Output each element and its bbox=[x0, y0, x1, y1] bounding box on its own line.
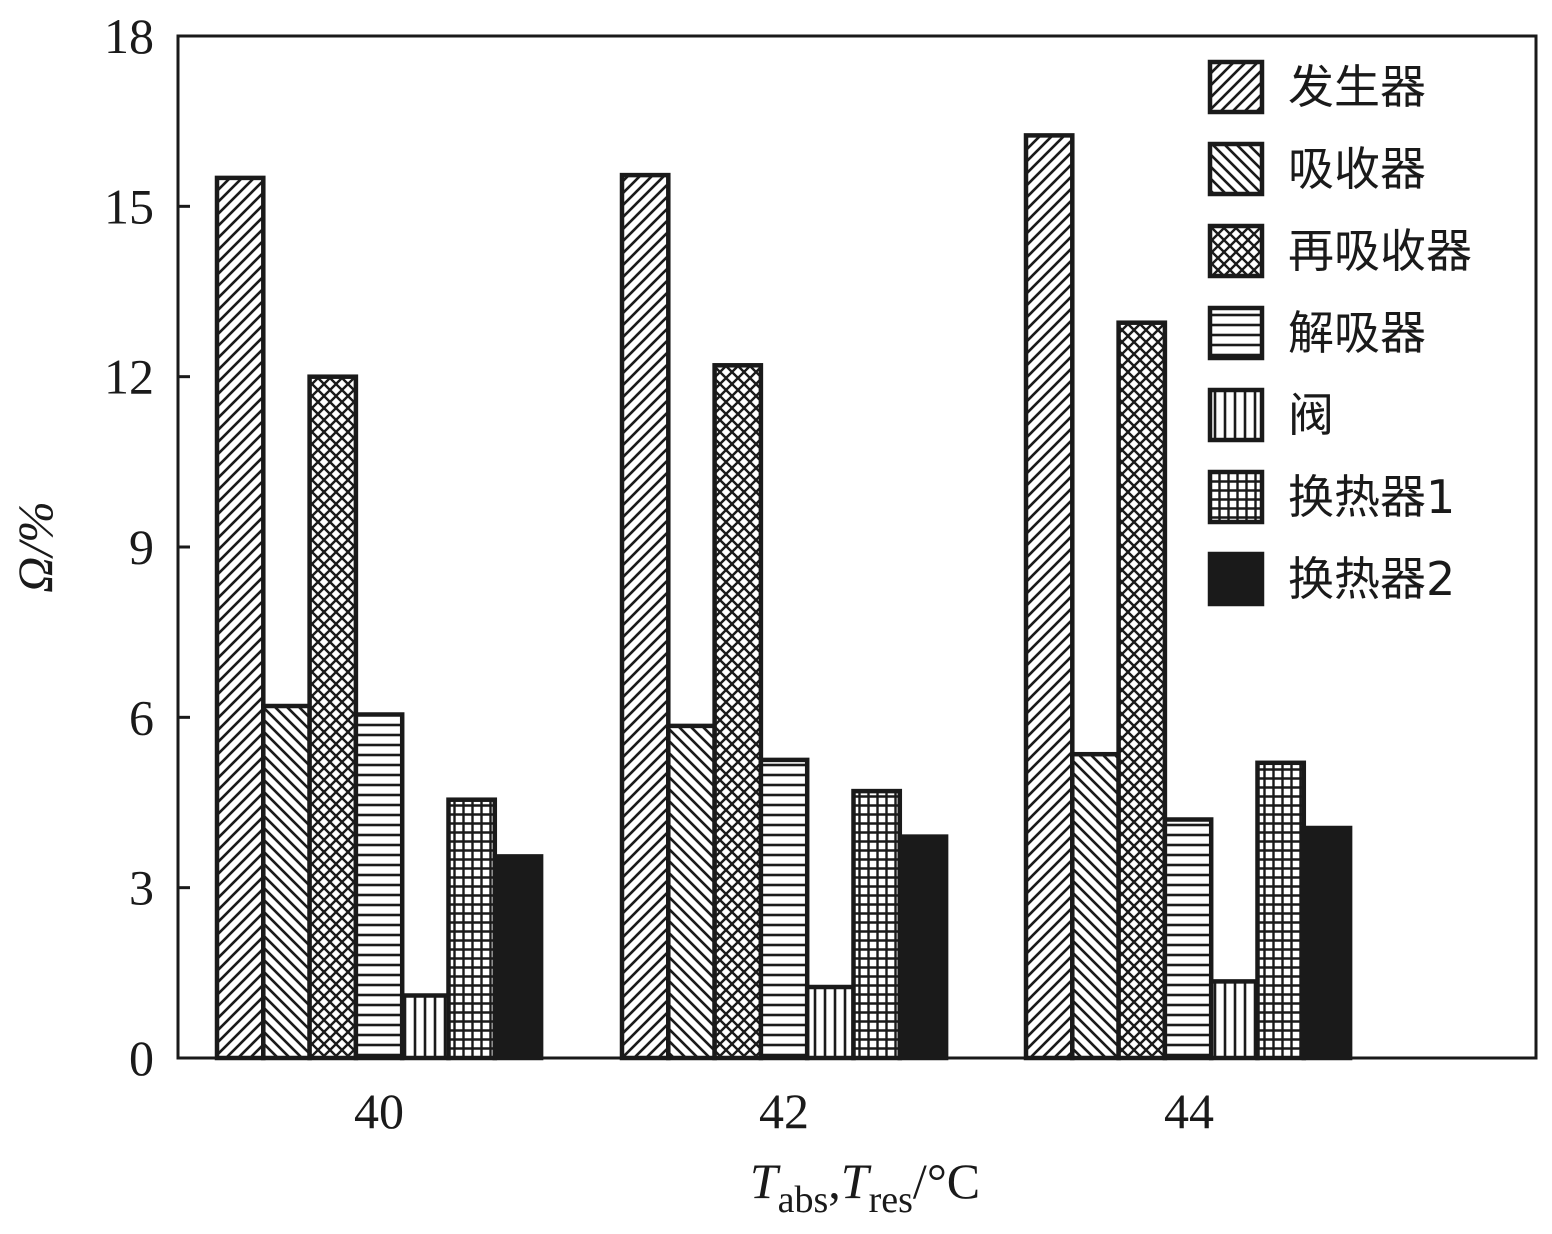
legend-swatch-5 bbox=[1207, 387, 1265, 443]
legend-label-2: 吸收器 bbox=[1288, 142, 1426, 196]
x-tick-label-44: 44 bbox=[1164, 1083, 1214, 1139]
legend-label-4: 解吸器 bbox=[1288, 306, 1426, 360]
legend-item-7: 换热器2 bbox=[1207, 551, 1455, 607]
legend-swatch-2 bbox=[1207, 141, 1265, 197]
legend-item-6: 换热器1 bbox=[1207, 469, 1455, 525]
x-axis-title: Tabs,Tres/°C bbox=[750, 1153, 980, 1221]
x-axis-title-t2: T bbox=[841, 1153, 872, 1209]
y-axis-title-text: Ω/% bbox=[7, 501, 63, 593]
legend-label-5: 阀 bbox=[1288, 388, 1334, 442]
bar-5-42 bbox=[804, 984, 856, 1061]
bar-4-44 bbox=[1162, 817, 1214, 1061]
bar-3-44 bbox=[1116, 320, 1168, 1061]
y-axis-title: Ω/% bbox=[7, 501, 63, 593]
y-tick-label-12: 12 bbox=[104, 349, 154, 405]
x-tick-label-42: 42 bbox=[759, 1083, 809, 1139]
bars-layer bbox=[214, 133, 1353, 1061]
bar-4-42 bbox=[758, 757, 810, 1061]
bar-2-40 bbox=[261, 703, 312, 1061]
x-axis: 40 42 44 bbox=[354, 1083, 1214, 1139]
bar-group-42 bbox=[619, 172, 949, 1061]
bar-2-44 bbox=[1070, 751, 1121, 1061]
bar-6-40 bbox=[446, 797, 498, 1061]
bar-3-42 bbox=[712, 363, 764, 1061]
plot-frame bbox=[176, 34, 1538, 1060]
x-axis-title-sub1: abs bbox=[778, 1179, 829, 1221]
y-tick-label-6: 6 bbox=[129, 689, 154, 745]
bar-1-42 bbox=[619, 172, 671, 1061]
bar-6-42 bbox=[851, 788, 903, 1061]
legend-swatch-4 bbox=[1207, 305, 1265, 361]
y-tick-label-3: 3 bbox=[129, 860, 154, 916]
x-axis-title-t1: T bbox=[750, 1153, 781, 1209]
x-axis-title-unit: /°C bbox=[913, 1153, 980, 1209]
bar-2-42 bbox=[666, 723, 717, 1061]
legend-item-5: 阀 bbox=[1207, 387, 1334, 443]
bar-group-44 bbox=[1023, 133, 1353, 1061]
bar-3-40 bbox=[307, 374, 359, 1061]
x-axis-title-sub2: res bbox=[869, 1179, 913, 1221]
x-axis-title-sep: , bbox=[828, 1153, 841, 1209]
bar-5-40 bbox=[399, 993, 451, 1061]
bar-4-40 bbox=[353, 712, 405, 1061]
x-tick-label-40: 40 bbox=[354, 1083, 404, 1139]
bar-group-40 bbox=[214, 175, 544, 1061]
legend-label-3: 再吸收器 bbox=[1288, 224, 1472, 278]
y-tick-label-9: 9 bbox=[129, 519, 154, 575]
y-tick-label-18: 18 bbox=[104, 8, 154, 64]
legend-item-2: 吸收器 bbox=[1207, 141, 1426, 197]
legend-swatch-1 bbox=[1207, 59, 1265, 115]
y-axis: 0 3 6 9 12 15 18 bbox=[104, 8, 190, 1086]
bar-7-42 bbox=[897, 834, 949, 1061]
bar-7-40 bbox=[492, 854, 544, 1061]
legend-item-4: 解吸器 bbox=[1207, 305, 1426, 361]
y-tick-label-15: 15 bbox=[104, 178, 154, 234]
y-tick-label-0: 0 bbox=[129, 1030, 154, 1086]
bar-7-44 bbox=[1301, 825, 1353, 1061]
legend-label-7: 换热器2 bbox=[1288, 552, 1455, 606]
legend-swatch-3 bbox=[1207, 223, 1265, 279]
legend-item-3: 再吸收器 bbox=[1207, 223, 1472, 279]
legend-swatch-7 bbox=[1207, 551, 1265, 607]
legend-item-1: 发生器 bbox=[1207, 59, 1426, 115]
legend-swatch-6 bbox=[1207, 469, 1265, 525]
bar-1-44 bbox=[1023, 133, 1075, 1061]
bar-1-40 bbox=[214, 175, 266, 1061]
bar-5-44 bbox=[1208, 979, 1260, 1061]
legend-label-6: 换热器1 bbox=[1288, 470, 1455, 524]
legend-label-1: 发生器 bbox=[1288, 60, 1426, 114]
bar-6-44 bbox=[1255, 760, 1307, 1061]
